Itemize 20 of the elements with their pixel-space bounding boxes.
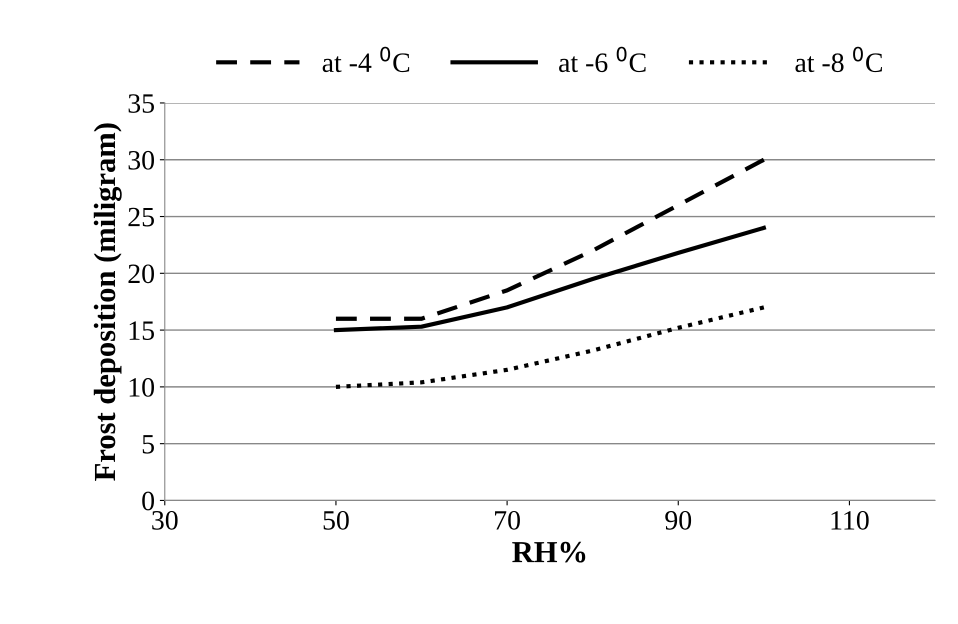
legend-label: at -8 $^{0}$C [795, 46, 882, 72]
legend-label: at -4 $^{0}$C [322, 46, 410, 72]
y-tick-label: 35 [128, 94, 154, 113]
x-tick-label: 50 [324, 510, 349, 530]
y-tick-label: 30 [128, 150, 154, 170]
x-tick-label: 110 [832, 510, 869, 530]
y-tick-label: 25 [128, 208, 154, 226]
y-tick-label: 20 [128, 264, 154, 284]
line-series [334, 226, 766, 332]
y-axis-title: Frost deposition (miligram) [94, 123, 122, 481]
y-tick-label: 0 [142, 492, 154, 510]
legend-label: at -6 $^{0}$C [559, 46, 646, 72]
line-series [334, 158, 766, 321]
line-series [334, 305, 766, 389]
y-tick-label: 15 [130, 321, 154, 340]
y-tick-label: 10 [130, 378, 154, 397]
x-axis-title: RH% [512, 542, 586, 563]
x-tick-label: 90 [665, 510, 692, 530]
x-tick-label: 70 [495, 510, 520, 530]
y-tick-label: 5 [142, 435, 154, 454]
